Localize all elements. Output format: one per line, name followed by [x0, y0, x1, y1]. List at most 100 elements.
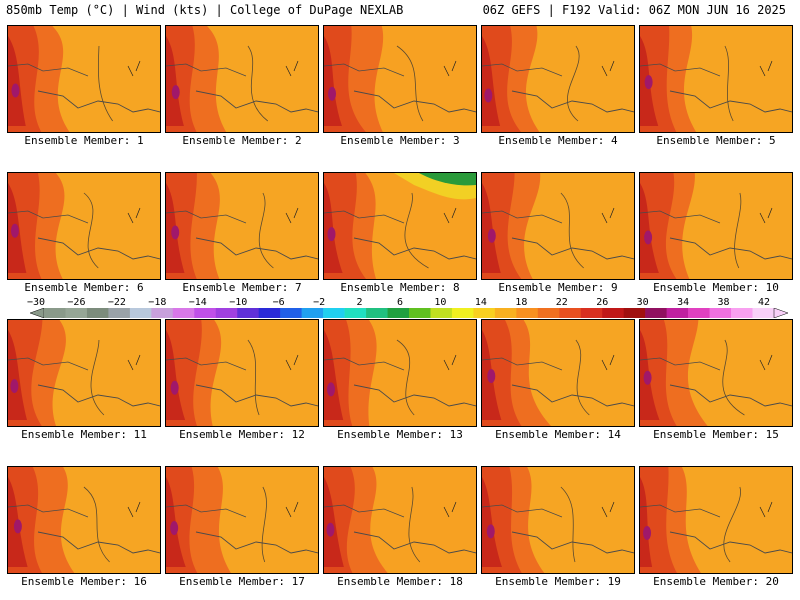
temperature-map — [324, 467, 476, 573]
colorbar-tick-label: 18 — [515, 297, 528, 308]
temperature-map — [482, 26, 634, 132]
ensemble-map-panel — [323, 319, 477, 427]
colorbar-tick-label: 38 — [717, 297, 730, 308]
temperature-map — [8, 26, 160, 132]
colorbar-swatch — [752, 308, 775, 318]
ensemble-map-panel — [481, 319, 635, 427]
colorbar-swatch — [151, 308, 174, 318]
temperature-map — [166, 173, 318, 279]
colorbar-swatch — [516, 308, 539, 318]
ensemble-map-panel — [481, 466, 635, 574]
ensemble-member-label: Ensemble Member: 8 — [340, 281, 460, 294]
colorbar-swatch — [344, 308, 367, 318]
colorbar-swatch — [451, 308, 474, 318]
colorbar-swatch — [172, 308, 195, 318]
colorbar-max-arrow — [773, 308, 788, 318]
colorbar-swatch — [280, 308, 302, 318]
temperature-map — [324, 173, 476, 279]
colorbar-tick-label: 30 — [636, 297, 649, 308]
colorbar-swatch — [237, 308, 260, 318]
colorbar-swatch — [559, 308, 582, 318]
colorbar-tick-label: −30 — [26, 297, 46, 308]
header-valid-time: 06Z GEFS | F192 Valid: 06Z MON JUN 16 20… — [482, 3, 786, 17]
colorbar-tick-label: 34 — [677, 297, 690, 308]
ensemble-member-label: Ensemble Member: 17 — [179, 575, 305, 588]
colorbar-swatch — [194, 308, 217, 318]
colorbar-swatch — [537, 308, 560, 318]
ensemble-map-panel — [323, 25, 477, 133]
colorbar-swatch — [602, 308, 625, 318]
temperature-map — [640, 467, 792, 573]
colorbar-swatch — [580, 308, 603, 318]
colorbar-swatch — [731, 308, 753, 318]
ensemble-map-panel — [7, 466, 161, 574]
ensemble-map-panel — [165, 319, 319, 427]
ensemble-map-panel — [165, 25, 319, 133]
colorbar-min-arrow — [30, 308, 45, 318]
ensemble-member-label: Ensemble Member: 3 — [340, 134, 460, 147]
colorbar-swatch — [86, 308, 109, 318]
ensemble-member-label: Ensemble Member: 10 — [653, 281, 779, 294]
ensemble-member-label: Ensemble Member: 15 — [653, 428, 779, 441]
colorbar-swatch — [473, 308, 496, 318]
colorbar-tick-label: 6 — [396, 297, 404, 308]
colorbar-tick-label: 10 — [434, 297, 447, 308]
colorbar-swatch — [258, 308, 281, 318]
colorbar-swatch — [323, 308, 345, 318]
colorbar-tick-label: −14 — [188, 297, 207, 308]
ensemble-member-label: Ensemble Member: 19 — [495, 575, 621, 588]
temperature-colorbar — [30, 308, 788, 318]
ensemble-map-panel — [639, 466, 793, 574]
colorbar-swatch — [666, 308, 689, 318]
ensemble-map-panel — [165, 172, 319, 280]
ensemble-member-label: Ensemble Member: 20 — [653, 575, 779, 588]
colorbar-tick-label: −18 — [148, 297, 167, 308]
temperature-map — [482, 467, 634, 573]
ensemble-map-panel — [323, 172, 477, 280]
colorbar-swatch — [645, 308, 667, 318]
temperature-map — [640, 320, 792, 426]
temperature-map — [166, 26, 318, 132]
ensemble-map-panel — [7, 319, 161, 427]
colorbar-swatch — [215, 308, 238, 318]
colorbar-swatch — [108, 308, 131, 318]
ensemble-member-label: Ensemble Member: 2 — [182, 134, 302, 147]
colorbar-tick-label: 2 — [356, 297, 363, 308]
colorbar-tick-label: −22 — [107, 297, 126, 308]
colorbar-swatch — [623, 308, 646, 318]
temperature-map — [8, 467, 160, 573]
colorbar-swatch — [688, 308, 710, 318]
colorbar-tick-label: 14 — [474, 297, 487, 308]
temperature-map — [640, 173, 792, 279]
colorbar-tick-label: −6 — [272, 297, 285, 308]
ensemble-map-panel — [639, 172, 793, 280]
colorbar-swatch — [387, 308, 410, 318]
temperature-map — [166, 320, 318, 426]
colorbar-tick-label: −2 — [313, 297, 326, 308]
ensemble-member-label: Ensemble Member: 18 — [337, 575, 463, 588]
ensemble-member-label: Ensemble Member: 1 — [24, 134, 144, 147]
colorbar-swatch — [65, 308, 88, 318]
temperature-map — [324, 26, 476, 132]
temperature-map — [166, 467, 318, 573]
colorbar-swatch — [430, 308, 453, 318]
ensemble-member-label: Ensemble Member: 13 — [337, 428, 463, 441]
colorbar-swatch — [129, 308, 152, 318]
colorbar-tick-label: 26 — [596, 297, 609, 308]
ensemble-member-label: Ensemble Member: 4 — [498, 134, 618, 147]
ensemble-member-label: Ensemble Member: 11 — [21, 428, 147, 441]
ensemble-member-label: Ensemble Member: 16 — [21, 575, 147, 588]
colorbar-swatch — [709, 308, 732, 318]
header-title: 850mb Temp (°C) | Wind (kts) | College o… — [6, 3, 404, 17]
temperature-map — [482, 173, 634, 279]
temperature-map — [640, 26, 792, 132]
temperature-map — [8, 320, 160, 426]
ensemble-member-label: Ensemble Member: 12 — [179, 428, 305, 441]
ensemble-map-panel — [639, 319, 793, 427]
colorbar-swatch — [301, 308, 324, 318]
colorbar-tick-label: 42 — [757, 297, 771, 308]
temperature-map — [482, 320, 634, 426]
ensemble-map-panel — [7, 25, 161, 133]
colorbar-swatch — [44, 308, 66, 318]
colorbar-tick-label: 22 — [555, 297, 568, 308]
